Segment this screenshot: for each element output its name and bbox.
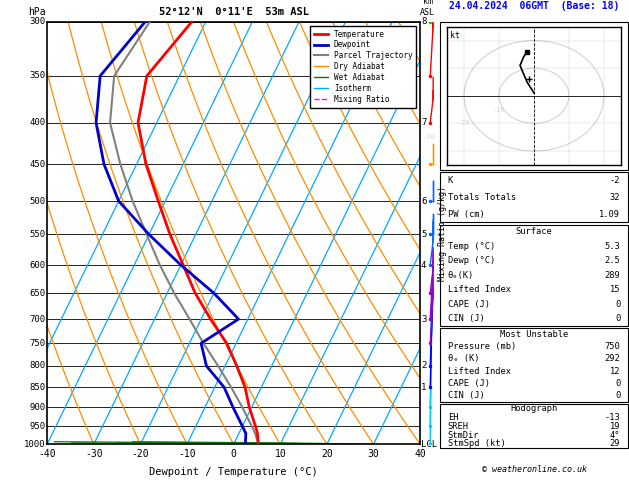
Text: 4: 4 (421, 260, 426, 270)
Text: Most Unstable: Most Unstable (500, 330, 568, 339)
Text: CAPE (J): CAPE (J) (448, 300, 490, 309)
Text: 5.3: 5.3 (604, 242, 620, 251)
Text: -20: -20 (458, 121, 470, 126)
Text: -10: -10 (493, 106, 506, 113)
Text: Lifted Index: Lifted Index (448, 366, 511, 376)
Text: K: K (448, 176, 453, 185)
Text: Pressure (mb): Pressure (mb) (448, 342, 516, 351)
Text: 3: 3 (421, 314, 426, 324)
Text: 550: 550 (29, 230, 45, 239)
Text: 0: 0 (615, 391, 620, 400)
Text: 29: 29 (610, 439, 620, 449)
Text: 0: 0 (615, 379, 620, 388)
Bar (440, 404, 628, 449)
Text: 950: 950 (29, 422, 45, 431)
Text: 52°12'N  0°11'E  53m ASL: 52°12'N 0°11'E 53m ASL (159, 7, 309, 17)
Text: 400: 400 (29, 118, 45, 127)
Text: 800: 800 (29, 362, 45, 370)
Text: 1000: 1000 (24, 440, 45, 449)
Text: -30: -30 (85, 449, 103, 459)
Text: 450: 450 (29, 159, 45, 169)
Text: θₑ (K): θₑ (K) (448, 354, 479, 364)
Text: 700: 700 (29, 314, 45, 324)
Bar (440, 225, 628, 326)
Text: 12: 12 (610, 366, 620, 376)
Text: 350: 350 (29, 71, 45, 81)
Text: 6: 6 (421, 196, 426, 206)
Text: 2: 2 (421, 362, 426, 370)
Text: Surface: Surface (516, 227, 552, 236)
Text: StmDir: StmDir (448, 431, 479, 440)
Text: 300: 300 (29, 17, 45, 26)
Text: Dewp (°C): Dewp (°C) (448, 256, 495, 265)
Bar (440, 172, 628, 223)
Text: 2.5: 2.5 (604, 256, 620, 265)
Text: StmSpd (kt): StmSpd (kt) (448, 439, 506, 449)
Text: 10: 10 (274, 449, 286, 459)
Text: 1: 1 (421, 382, 426, 392)
Text: 0: 0 (615, 300, 620, 309)
Text: 20: 20 (321, 449, 333, 459)
Text: 850: 850 (29, 382, 45, 392)
Text: Lifted Index: Lifted Index (448, 285, 511, 294)
Text: 0: 0 (231, 449, 237, 459)
Text: CAPE (J): CAPE (J) (448, 379, 490, 388)
Text: 900: 900 (29, 403, 45, 412)
Bar (440, 328, 628, 402)
Text: 7: 7 (421, 118, 426, 127)
Text: © weatheronline.co.uk: © weatheronline.co.uk (482, 465, 586, 474)
Text: 1.09: 1.09 (599, 209, 620, 219)
Text: 15: 15 (610, 285, 620, 294)
Text: CIN (J): CIN (J) (448, 314, 484, 323)
Text: Hodograph: Hodograph (510, 404, 558, 413)
Text: hPa: hPa (28, 7, 45, 17)
Text: -10: -10 (178, 449, 196, 459)
Text: 32: 32 (610, 192, 620, 202)
Text: 650: 650 (29, 289, 45, 297)
Text: 30: 30 (368, 449, 379, 459)
Text: PW (cm): PW (cm) (448, 209, 484, 219)
Text: 500: 500 (29, 196, 45, 206)
Text: 750: 750 (29, 339, 45, 348)
Text: Mixing Ratio (g/kg): Mixing Ratio (g/kg) (438, 186, 447, 280)
Text: kt: kt (450, 31, 460, 40)
Text: CIN (J): CIN (J) (448, 391, 484, 400)
Text: -20: -20 (131, 449, 149, 459)
Text: 289: 289 (604, 271, 620, 280)
Text: θₑ(K): θₑ(K) (448, 271, 474, 280)
Text: 19: 19 (610, 422, 620, 431)
Legend: Temperature, Dewpoint, Parcel Trajectory, Dry Adiabat, Wet Adiabat, Isotherm, Mi: Temperature, Dewpoint, Parcel Trajectory… (310, 26, 416, 108)
Bar (440, 22, 628, 170)
Text: 40: 40 (415, 449, 426, 459)
Text: LCL: LCL (421, 440, 437, 449)
Text: SREH: SREH (448, 422, 469, 431)
Text: km
ASL: km ASL (420, 0, 435, 17)
Text: 5: 5 (421, 230, 426, 239)
Text: -2: -2 (610, 176, 620, 185)
Text: Dewpoint / Temperature (°C): Dewpoint / Temperature (°C) (149, 468, 318, 477)
Text: 8: 8 (421, 17, 426, 26)
Text: 750: 750 (604, 342, 620, 351)
Text: -30: -30 (423, 134, 435, 140)
Text: Totals Totals: Totals Totals (448, 192, 516, 202)
Text: Temp (°C): Temp (°C) (448, 242, 495, 251)
Text: 0: 0 (615, 314, 620, 323)
Text: 292: 292 (604, 354, 620, 364)
Text: -13: -13 (604, 413, 620, 422)
Text: 24.04.2024  06GMT  (Base: 18): 24.04.2024 06GMT (Base: 18) (449, 1, 619, 11)
Text: 4°: 4° (610, 431, 620, 440)
Text: 600: 600 (29, 260, 45, 270)
Text: -40: -40 (38, 449, 56, 459)
Text: EH: EH (448, 413, 459, 422)
